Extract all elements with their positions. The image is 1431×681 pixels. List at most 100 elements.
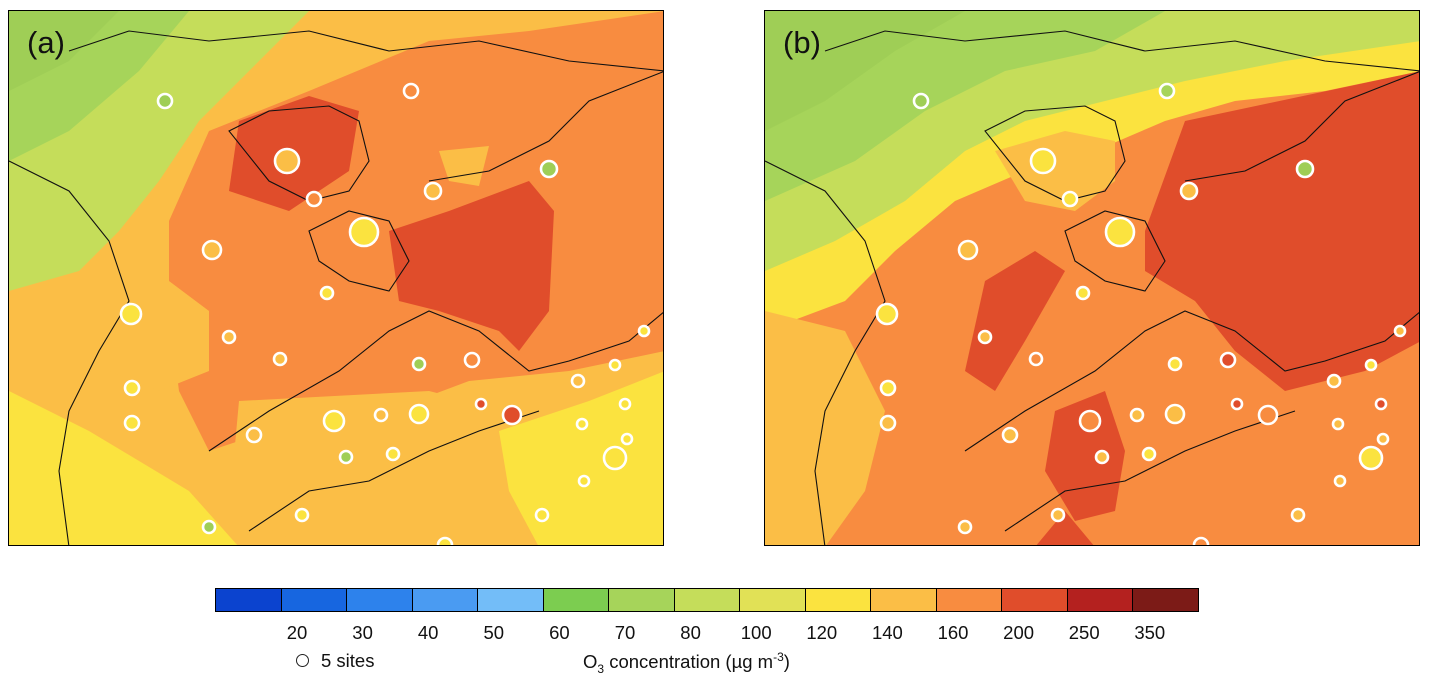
monitoring-site-marker (411, 356, 427, 372)
monitoring-site-marker (501, 404, 523, 426)
monitoring-site-marker (474, 397, 488, 411)
colorbar-swatch (478, 589, 544, 611)
monitoring-site-marker (119, 302, 143, 326)
monitoring-site-marker (1078, 409, 1102, 433)
monitoring-site-marker (402, 82, 420, 100)
colorbar-swatch (281, 589, 348, 611)
monitoring-site-marker (602, 445, 628, 471)
monitoring-site-marker (1295, 159, 1315, 179)
monitoring-site-marker (1364, 358, 1378, 372)
colorbar-tick-label: 250 (1068, 622, 1100, 643)
monitoring-site-marker (620, 432, 634, 446)
colorbar-tick-label: 160 (937, 622, 969, 643)
colorbar-title: O3 concentration (µg m-3) (583, 650, 790, 676)
panel-label-a: (a) (27, 25, 65, 60)
monitoring-site-marker (1061, 190, 1079, 208)
monitoring-site-marker (957, 519, 973, 535)
monitoring-site-marker (534, 507, 550, 523)
colorbar (215, 588, 1199, 612)
monitoring-site-marker (423, 181, 443, 201)
colorbar-tick-label: 30 (352, 622, 373, 643)
monitoring-site-marker (1075, 285, 1091, 301)
monitoring-site-marker (1029, 147, 1057, 175)
monitoring-site-marker (570, 373, 586, 389)
monitoring-site-marker (436, 536, 454, 545)
sites-legend-label: 5 sites (321, 650, 375, 671)
colorbar-swatch (412, 589, 479, 611)
monitoring-site-marker (875, 302, 899, 326)
colorbar-swatch (674, 589, 741, 611)
colorbar-tick-label: 20 (286, 622, 308, 643)
monitoring-site-marker (1257, 404, 1279, 426)
colorbar-tick-label: 70 (614, 622, 636, 643)
monitoring-site-marker (879, 379, 897, 397)
monitoring-site-marker (608, 358, 622, 372)
sites-legend: 5 sites (296, 650, 374, 672)
colorbar-swatch (740, 589, 806, 611)
monitoring-site-marker (1192, 536, 1210, 545)
monitoring-site-marker (1326, 373, 1342, 389)
monitoring-site-marker (1094, 449, 1110, 465)
monitoring-site-marker (408, 403, 430, 425)
monitoring-site-marker (319, 285, 335, 301)
colorbar-tick-label: 100 (740, 622, 772, 643)
colorbar-tick-label: 140 (871, 622, 903, 643)
monitoring-site-marker (577, 474, 591, 488)
monitoring-site-marker (1028, 351, 1044, 367)
monitoring-site-marker (1158, 82, 1176, 100)
colorbar-swatch (1002, 589, 1068, 611)
monitoring-site-marker (348, 216, 380, 248)
monitoring-site-marker (1179, 181, 1199, 201)
monitoring-site-marker (1374, 397, 1388, 411)
site-circle-icon (296, 654, 309, 668)
monitoring-site-marker (322, 409, 346, 433)
monitoring-site-marker (618, 397, 632, 411)
colorbar-tick-label: 40 (417, 622, 439, 643)
monitoring-site-marker (1167, 356, 1183, 372)
colorbar-swatch (543, 589, 610, 611)
monitoring-site-marker (1141, 446, 1157, 462)
monitoring-site-marker (156, 92, 174, 110)
colorbar-swatch (609, 589, 675, 611)
monitoring-site-marker (294, 507, 310, 523)
monitoring-site-marker (977, 329, 993, 345)
monitoring-site-marker (1129, 407, 1145, 423)
monitoring-site-marker (1219, 351, 1237, 369)
monitoring-site-marker (245, 426, 263, 444)
map-panel-a: (a) (8, 10, 664, 546)
colorbar-swatch (1133, 589, 1198, 611)
map-panel-b: (b) (764, 10, 1420, 546)
monitoring-site-marker (957, 239, 979, 261)
monitoring-site-marker (201, 519, 217, 535)
monitoring-site-marker (123, 414, 141, 432)
monitoring-site-marker (1331, 417, 1345, 431)
colorbar-swatch (216, 589, 282, 611)
panel-label-b: (b) (783, 25, 821, 60)
monitoring-site-marker (221, 329, 237, 345)
colorbar-tick-label: 350 (1134, 622, 1166, 643)
colorbar-tick-label: 120 (806, 622, 838, 643)
monitoring-site-marker (1358, 445, 1384, 471)
monitoring-site-marker (273, 147, 301, 175)
monitoring-site-marker (912, 92, 930, 110)
monitoring-site-marker (201, 239, 223, 261)
colorbar-swatch (871, 589, 937, 611)
monitoring-site-marker (1290, 507, 1306, 523)
monitoring-site-marker (1104, 216, 1136, 248)
monitoring-site-marker (1376, 432, 1390, 446)
monitoring-site-marker (373, 407, 389, 423)
monitoring-site-marker (1164, 403, 1186, 425)
monitoring-site-marker (338, 449, 354, 465)
monitoring-site-marker (1050, 507, 1066, 523)
monitoring-site-marker (1001, 426, 1019, 444)
colorbar-swatch (1067, 589, 1134, 611)
colorbar-tick-label: 200 (1003, 622, 1035, 643)
monitoring-site-marker (1393, 324, 1407, 338)
monitoring-site-marker (385, 446, 401, 462)
ozone-map-b (765, 11, 1419, 545)
colorbar-tick-label: 80 (680, 622, 701, 643)
monitoring-site-marker (123, 379, 141, 397)
monitoring-site-marker (539, 159, 559, 179)
monitoring-site-marker (463, 351, 481, 369)
colorbar-swatch (936, 589, 1003, 611)
